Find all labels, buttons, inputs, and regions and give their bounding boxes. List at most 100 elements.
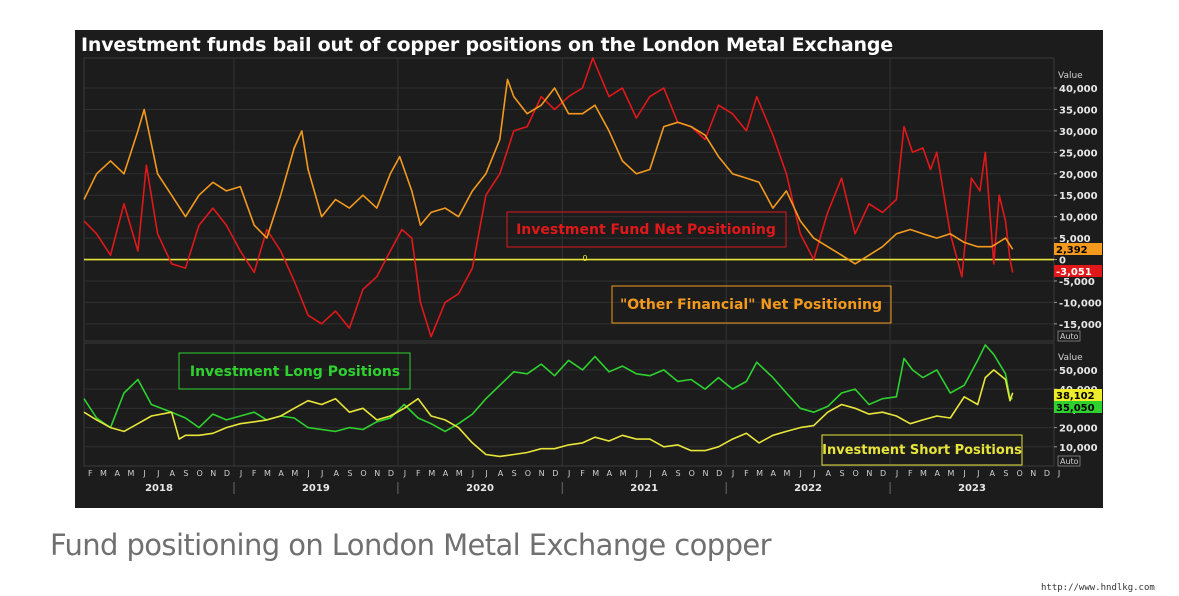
y-tick-label: -15,000 [1059,320,1102,331]
chart-title: Investment funds bail out of copper posi… [81,34,893,56]
figure-caption: Fund positioning on London Metal Exchang… [50,528,772,562]
x-year-label: 2023 [958,483,986,494]
y-tick-label: 15,000 [1059,191,1098,202]
annotation-short: Investment Short Positions [822,443,1022,458]
x-month-label: M [784,469,791,478]
y-tick-label: 20,000 [1059,170,1098,181]
y-tick-label: 20,000 [1059,424,1098,435]
x-month-label: N [374,469,380,478]
x-year-label: 2019 [302,483,330,494]
x-month-label: J [962,469,965,478]
x-month-label: S [512,469,517,478]
x-month-label: N [866,469,872,478]
x-month-label: J [635,469,638,478]
x-month-label: M [291,469,298,478]
x-month-label: M [428,469,435,478]
badge-other-financial-bg [1054,243,1102,255]
badge-long-bg [1054,401,1102,413]
y-tick-label: 5,000 [1059,234,1091,245]
upper-auto-button[interactable]: Auto [1060,332,1079,341]
annotation-short-box [821,434,1023,466]
x-month-label: A [278,469,284,478]
lower-auto-button[interactable]: Auto [1060,457,1079,466]
x-month-label: A [498,469,504,478]
investment-long-positions-line [83,344,1013,433]
badge-long: 35,050 [1056,403,1095,414]
x-month-label: A [826,469,832,478]
x-month-label: J [799,469,802,478]
y-tick-label: 25,000 [1059,148,1098,159]
series-layer [83,57,1054,458]
badge-fund-net-bg [1054,265,1102,277]
chart-panel: Investment funds bail out of copper posi… [75,30,1103,508]
x-year-label: 2022 [794,483,822,494]
x-month-label: A [771,469,777,478]
badge-short: 38,102 [1056,391,1095,402]
x-month-label: F [580,469,585,478]
x-month-label: N [1030,469,1036,478]
zero-line-label: 0 [582,254,587,263]
upper-plot-frame [83,57,1055,342]
annotation-other-financial-box [611,285,892,324]
axis-layer: 40,000 35,000 30,000 25,000 20,000 15,000 10,0… [88,84,1102,494]
y-tick-label: 0 [1059,256,1066,267]
x-month-label: F [744,469,749,478]
badge-other-financial: 2,392 [1056,245,1088,256]
y-tick-label: -10,000 [1059,298,1102,309]
badge-fund-net: -3,051 [1056,267,1092,278]
x-month-label: A [114,469,120,478]
x-month-label: N [210,469,216,478]
y-tick-label: 10,000 [1059,443,1098,454]
x-month-label: J [484,469,487,478]
x-month-label: F [88,469,93,478]
x-month-label: J [239,469,242,478]
y-tick-label: 35,000 [1059,105,1098,116]
x-month-label: S [1003,469,1008,478]
x-month-label: A [333,469,339,478]
x-month-label: A [443,469,449,478]
x-month-label: A [934,469,940,478]
x-month-label: A [607,469,613,478]
x-month-label: D [552,469,558,478]
x-month-label: F [908,469,913,478]
x-year-label: 2018 [145,483,173,494]
x-month-label: J [156,469,159,478]
x-month-label: N [539,469,545,478]
other-financial-net-positioning-line [83,78,1014,265]
x-month-label: S [839,469,844,478]
x-month-label: M [264,469,271,478]
x-year-label: 2021 [630,483,658,494]
lower-auto-button-frame [1057,455,1081,467]
x-month-label: F [416,469,421,478]
investment-short-positions-line [83,369,1014,458]
annotation-long-box [178,352,411,390]
x-month-label: O [196,469,202,478]
y-tick-label: 50,000 [1059,366,1098,377]
grid-layer [84,58,1054,466]
lower-axis-header: Value [1058,353,1083,363]
x-month-label: O [1016,469,1022,478]
upper-auto-button-frame [1057,330,1081,342]
x-month-label: M [920,469,927,478]
x-month-label: A [662,469,668,478]
y-tick-label: 30,000 [1059,127,1098,138]
x-month-label: M [756,469,763,478]
x-month-label: J [976,469,979,478]
x-month-label: J [567,469,570,478]
x-month-label: J [1057,469,1060,478]
x-month-label: O [525,469,531,478]
investment-fund-net-positioning-line [83,57,1014,338]
x-month-label: J [403,469,406,478]
x-month-label: F [252,469,257,478]
x-month-label: M [456,469,463,478]
watermark-url: http://www.hndlkg.com [1041,583,1155,593]
annotation-other-financial: "Other Financial" Net Positioning [620,297,882,313]
x-month-label: J [471,469,474,478]
chart-svg: 40,000 35,000 30,000 25,000 20,000 15,000 10,0… [83,57,1102,494]
x-month-label: J [320,469,323,478]
x-month-label: O [689,469,695,478]
upper-axis-header: Value [1058,71,1083,81]
y-tick-label: -5,000 [1059,277,1095,288]
y-tick-label: 10,000 [1059,213,1098,224]
x-month-label: S [183,469,188,478]
